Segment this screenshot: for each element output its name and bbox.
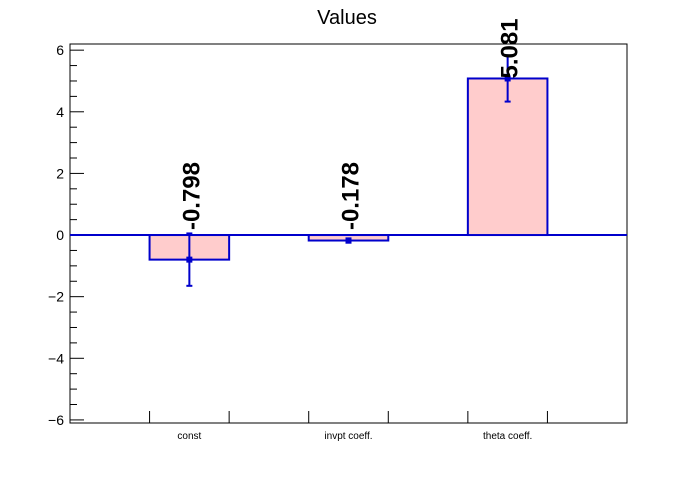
x-tick-label: const <box>177 431 201 442</box>
y-tick-label: 2 <box>56 165 64 181</box>
bar <box>466 77 549 237</box>
y-tick-label: 6 <box>56 42 64 58</box>
data-point-marker <box>504 75 511 82</box>
data-label: 5.081 <box>497 18 524 78</box>
data-point-marker <box>186 256 193 263</box>
data-label: -0.798 <box>178 162 205 230</box>
y-tick-label: −4 <box>48 350 64 366</box>
data-point-marker <box>345 237 352 244</box>
y-tick-label: −2 <box>48 289 64 305</box>
plot-area: −6 −4 −2 0 2 4 6 const -0.798 invpt coeff. -0.178 t… <box>48 18 628 442</box>
y-tick-label: 4 <box>56 104 64 120</box>
plot-frame <box>69 43 628 424</box>
x-tick-label: theta coeff. <box>483 431 532 442</box>
y-tick-label: 0 <box>56 227 64 243</box>
y-tick-label: −6 <box>48 412 64 428</box>
x-tick-label: invpt coeff. <box>324 431 372 442</box>
chart-title: Values <box>317 7 377 29</box>
data-label: -0.178 <box>338 162 365 230</box>
